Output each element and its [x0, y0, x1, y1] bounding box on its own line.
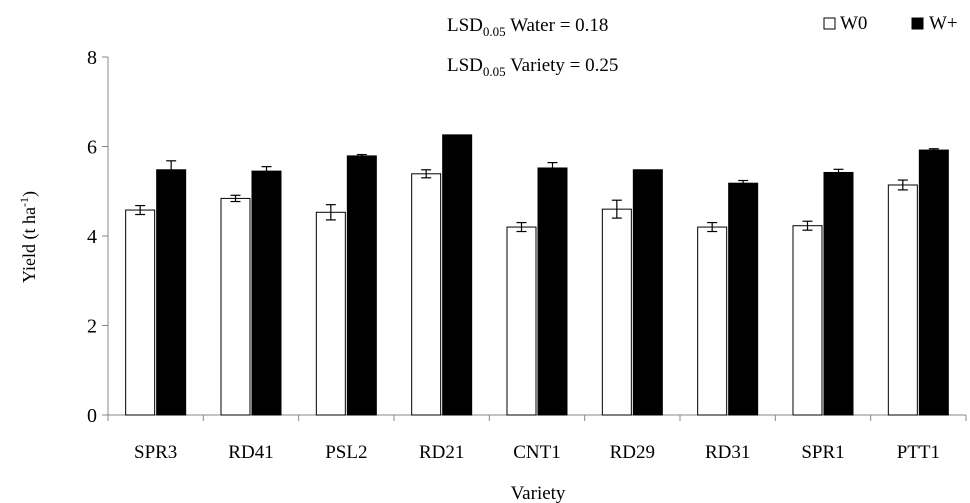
x-tick-label: RD31 — [705, 442, 750, 463]
bar-w0 — [792, 225, 823, 416]
legend-label-wplus: W+ — [929, 13, 958, 34]
y-tick-label: 4 — [87, 226, 97, 248]
y-tick-label: 6 — [87, 137, 97, 159]
lsd-variety-annotation: LSD0.05 Variety = 0.25 — [447, 55, 618, 79]
x-tick-label: RD29 — [610, 442, 655, 463]
bar-w0 — [506, 226, 537, 416]
y-tick-label: 0 — [87, 405, 97, 427]
bar-wplus — [537, 167, 568, 416]
y-tick-label: 8 — [87, 47, 97, 69]
x-tick-label: RD41 — [228, 442, 273, 463]
x-axis-title: Variety — [511, 483, 566, 503]
y-axis-title: Yield (t ha-1) — [17, 191, 40, 283]
bar-wplus — [442, 134, 473, 416]
error-bars — [135, 148, 939, 233]
bar-wplus — [632, 169, 663, 416]
bar-w0 — [601, 208, 632, 416]
x-tick-label: PTT1 — [897, 442, 940, 463]
bar-wplus — [346, 155, 377, 416]
bar-wplus — [251, 170, 282, 416]
x-tick-label: SPR1 — [801, 442, 844, 463]
bar-w0 — [887, 184, 918, 416]
bar-wplus — [156, 169, 187, 416]
y-tick-label: 2 — [87, 316, 97, 338]
lsd-water-annotation: LSD0.05 Water = 0.18 — [447, 15, 608, 39]
x-tick-label: PSL2 — [325, 442, 367, 463]
y-ticks: 0 2 4 6 8 — [87, 47, 108, 427]
bar-wplus — [728, 182, 759, 416]
legend-label-w0: W0 — [840, 13, 867, 34]
bars — [125, 134, 949, 416]
x-tick-label: SPR3 — [134, 442, 177, 463]
x-ticks: SPR3 RD41 PSL2 RD21 CNT1 RD29 RD31 SPR1 PTT1 — [107, 415, 967, 463]
x-tick-label: RD21 — [419, 442, 464, 463]
bar-w0 — [315, 211, 346, 416]
bar-w0 — [697, 226, 728, 416]
legend: W0 W+ — [823, 13, 958, 34]
bar-w0 — [220, 197, 251, 416]
bar-wplus — [823, 171, 854, 416]
bar-w0 — [125, 209, 156, 416]
legend-swatch-w0 — [823, 17, 836, 30]
bar-wplus — [918, 149, 949, 416]
legend-swatch-wplus — [911, 17, 924, 30]
x-tick-label: CNT1 — [513, 442, 561, 463]
bar-w0 — [411, 173, 442, 416]
